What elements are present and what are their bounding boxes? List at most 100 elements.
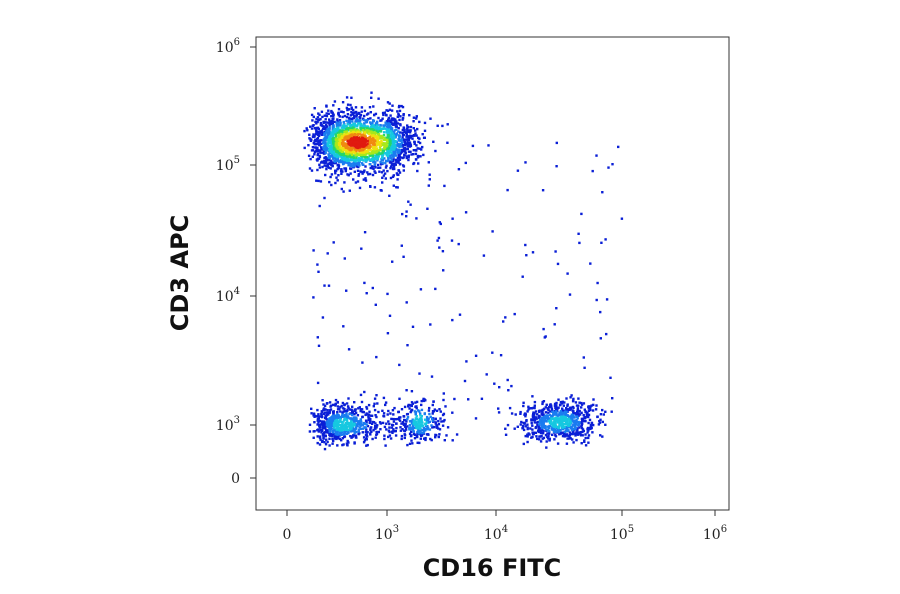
event-point — [547, 434, 550, 438]
event-point — [390, 151, 393, 155]
event-point — [389, 160, 392, 163]
event-point — [386, 109, 390, 112]
event-point — [430, 438, 433, 442]
event-point — [310, 407, 313, 410]
event-point — [583, 366, 586, 369]
event-point — [568, 434, 572, 437]
event-point — [383, 157, 386, 160]
event-point — [373, 113, 376, 117]
event-point — [388, 143, 391, 147]
event-point — [594, 408, 598, 411]
event-point — [584, 420, 587, 423]
event-point — [381, 135, 384, 139]
event-point — [559, 418, 563, 421]
event-point — [348, 422, 351, 425]
event-point — [369, 148, 372, 152]
event-point — [313, 135, 316, 138]
event-point — [544, 417, 547, 420]
event-point — [548, 424, 552, 428]
event-point — [327, 166, 331, 169]
event-point — [565, 409, 568, 412]
event-point — [557, 421, 560, 424]
event-point — [373, 402, 376, 405]
event-point — [351, 127, 354, 130]
event-point — [323, 441, 326, 444]
event-point — [369, 185, 372, 188]
event-point — [340, 427, 343, 430]
event-point — [429, 437, 432, 441]
event-point — [310, 127, 314, 130]
event-point — [344, 128, 348, 131]
event-point — [376, 424, 379, 427]
event-point — [369, 432, 372, 435]
event-point — [323, 125, 326, 128]
event-point — [320, 133, 324, 136]
event-point — [395, 158, 398, 162]
event-point — [457, 242, 460, 246]
event-point — [605, 298, 609, 301]
event-point — [344, 150, 348, 153]
event-point — [542, 408, 545, 411]
event-point — [398, 171, 402, 174]
event-point — [374, 112, 378, 116]
event-point — [404, 422, 407, 426]
event-point — [542, 429, 545, 433]
event-point — [553, 413, 556, 416]
event-point — [416, 147, 419, 150]
event-point — [352, 108, 355, 112]
event-point — [375, 124, 379, 127]
event-point — [427, 161, 430, 164]
event-point — [575, 404, 579, 407]
event-point — [530, 421, 533, 425]
event-point — [371, 145, 374, 149]
event-point — [531, 431, 534, 434]
event-point — [378, 130, 382, 133]
event-point — [410, 404, 413, 408]
event-point — [592, 398, 595, 401]
event-point — [412, 153, 415, 156]
event-point — [415, 417, 419, 421]
event-point — [417, 428, 420, 431]
event-point — [575, 415, 578, 418]
event-point — [580, 417, 584, 421]
event-point — [572, 397, 575, 401]
event-point — [323, 114, 326, 117]
event-point — [428, 420, 431, 423]
event-point — [355, 113, 358, 116]
event-point — [307, 154, 311, 157]
event-point — [390, 153, 393, 157]
event-point — [373, 408, 377, 412]
event-point — [394, 120, 397, 123]
event-point — [383, 434, 386, 437]
event-point — [327, 109, 330, 112]
event-point — [362, 163, 365, 166]
event-point — [315, 179, 318, 182]
event-point — [362, 436, 366, 439]
event-point — [316, 408, 319, 412]
event-point — [377, 410, 380, 414]
event-point — [316, 419, 319, 422]
event-point — [605, 332, 608, 336]
event-point — [373, 427, 377, 430]
event-point — [342, 427, 345, 431]
event-point — [552, 412, 555, 415]
event-point — [563, 413, 566, 416]
event-point — [565, 397, 568, 400]
event-point — [399, 426, 402, 429]
event-point — [375, 139, 379, 142]
event-point — [343, 134, 346, 137]
event-point — [345, 96, 349, 99]
event-point — [412, 424, 415, 427]
event-point — [380, 142, 384, 146]
event-point — [423, 129, 427, 132]
event-point — [584, 410, 587, 414]
event-point — [383, 111, 386, 114]
event-point — [419, 155, 422, 158]
event-point — [521, 424, 525, 428]
event-point — [361, 150, 364, 153]
event-point — [400, 104, 403, 108]
event-point — [316, 153, 320, 156]
event-point — [327, 112, 330, 115]
event-point — [396, 150, 400, 154]
event-point — [371, 173, 375, 177]
